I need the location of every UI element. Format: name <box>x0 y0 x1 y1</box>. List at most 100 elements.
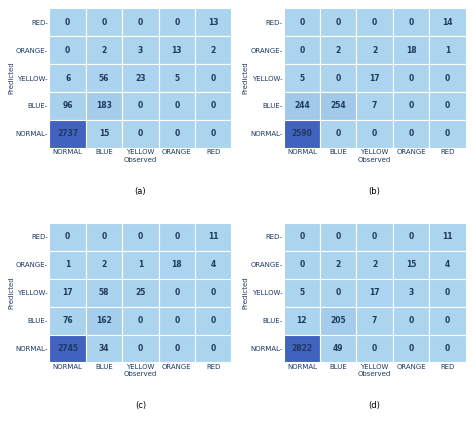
Text: 0: 0 <box>445 344 450 353</box>
FancyBboxPatch shape <box>195 223 231 251</box>
Y-axis label: Predicted: Predicted <box>9 277 14 309</box>
Text: 0: 0 <box>372 129 377 139</box>
Text: 0: 0 <box>65 45 70 55</box>
FancyBboxPatch shape <box>122 279 159 306</box>
Text: 0: 0 <box>210 129 216 139</box>
Text: 0: 0 <box>138 18 143 27</box>
Text: 0: 0 <box>174 18 180 27</box>
Text: 0: 0 <box>336 18 341 27</box>
Text: 2: 2 <box>101 260 107 269</box>
FancyBboxPatch shape <box>284 223 320 251</box>
Text: 0: 0 <box>101 18 107 27</box>
FancyBboxPatch shape <box>49 36 86 64</box>
FancyBboxPatch shape <box>356 36 393 64</box>
Text: 0: 0 <box>174 129 180 139</box>
FancyBboxPatch shape <box>159 64 195 92</box>
Text: 96: 96 <box>63 101 73 110</box>
Text: 17: 17 <box>63 288 73 297</box>
FancyBboxPatch shape <box>284 120 320 148</box>
FancyBboxPatch shape <box>86 306 122 335</box>
FancyBboxPatch shape <box>159 251 195 279</box>
FancyBboxPatch shape <box>195 8 231 36</box>
Text: 0: 0 <box>174 232 180 241</box>
Text: 18: 18 <box>172 260 182 269</box>
Text: 0: 0 <box>210 316 216 325</box>
Text: 0: 0 <box>174 288 180 297</box>
FancyBboxPatch shape <box>49 64 86 92</box>
Text: 2: 2 <box>372 45 377 55</box>
Text: 6: 6 <box>65 74 70 83</box>
FancyBboxPatch shape <box>49 335 86 362</box>
Text: 0: 0 <box>174 316 180 325</box>
Text: (c): (c) <box>135 402 146 410</box>
Text: 1: 1 <box>445 45 450 55</box>
Text: 56: 56 <box>99 74 109 83</box>
Text: 15: 15 <box>406 260 416 269</box>
Text: 5: 5 <box>300 288 304 297</box>
FancyBboxPatch shape <box>393 223 429 251</box>
Text: 2745: 2745 <box>57 344 78 353</box>
FancyBboxPatch shape <box>320 64 356 92</box>
FancyBboxPatch shape <box>159 120 195 148</box>
Text: 0: 0 <box>299 45 304 55</box>
FancyBboxPatch shape <box>122 92 159 120</box>
FancyBboxPatch shape <box>195 335 231 362</box>
FancyBboxPatch shape <box>320 223 356 251</box>
FancyBboxPatch shape <box>86 223 122 251</box>
Text: 5: 5 <box>300 74 304 83</box>
Text: 0: 0 <box>409 74 414 83</box>
FancyBboxPatch shape <box>429 8 465 36</box>
FancyBboxPatch shape <box>429 251 465 279</box>
Text: 0: 0 <box>336 288 341 297</box>
Text: 14: 14 <box>442 18 453 27</box>
X-axis label: Observed: Observed <box>358 157 392 163</box>
FancyBboxPatch shape <box>159 279 195 306</box>
Text: 0: 0 <box>372 232 377 241</box>
Text: 0: 0 <box>138 344 143 353</box>
Text: 0: 0 <box>409 316 414 325</box>
Text: 0: 0 <box>372 18 377 27</box>
FancyBboxPatch shape <box>356 223 393 251</box>
Text: 34: 34 <box>99 344 109 353</box>
FancyBboxPatch shape <box>320 36 356 64</box>
Text: 2822: 2822 <box>292 344 312 353</box>
FancyBboxPatch shape <box>429 306 465 335</box>
FancyBboxPatch shape <box>429 335 465 362</box>
Text: (b): (b) <box>369 187 381 196</box>
FancyBboxPatch shape <box>49 306 86 335</box>
FancyBboxPatch shape <box>320 8 356 36</box>
FancyBboxPatch shape <box>284 306 320 335</box>
FancyBboxPatch shape <box>429 36 465 64</box>
FancyBboxPatch shape <box>122 36 159 64</box>
FancyBboxPatch shape <box>49 279 86 306</box>
FancyBboxPatch shape <box>429 92 465 120</box>
FancyBboxPatch shape <box>356 251 393 279</box>
FancyBboxPatch shape <box>393 92 429 120</box>
FancyBboxPatch shape <box>86 64 122 92</box>
FancyBboxPatch shape <box>49 120 86 148</box>
Text: 205: 205 <box>330 316 346 325</box>
FancyBboxPatch shape <box>284 279 320 306</box>
X-axis label: Observed: Observed <box>358 371 392 377</box>
Text: 0: 0 <box>445 129 450 139</box>
Text: 2: 2 <box>101 45 107 55</box>
FancyBboxPatch shape <box>320 335 356 362</box>
Text: 49: 49 <box>333 344 344 353</box>
Text: 0: 0 <box>210 101 216 110</box>
FancyBboxPatch shape <box>86 279 122 306</box>
Y-axis label: Predicted: Predicted <box>243 62 248 94</box>
Text: 0: 0 <box>210 74 216 83</box>
X-axis label: Observed: Observed <box>124 157 157 163</box>
Text: 58: 58 <box>99 288 109 297</box>
FancyBboxPatch shape <box>320 251 356 279</box>
FancyBboxPatch shape <box>320 120 356 148</box>
Y-axis label: Predicted: Predicted <box>9 62 14 94</box>
Text: 0: 0 <box>65 18 70 27</box>
Text: 3: 3 <box>409 288 414 297</box>
FancyBboxPatch shape <box>393 8 429 36</box>
FancyBboxPatch shape <box>320 279 356 306</box>
FancyBboxPatch shape <box>195 279 231 306</box>
FancyBboxPatch shape <box>284 251 320 279</box>
Text: 162: 162 <box>96 316 112 325</box>
FancyBboxPatch shape <box>195 251 231 279</box>
